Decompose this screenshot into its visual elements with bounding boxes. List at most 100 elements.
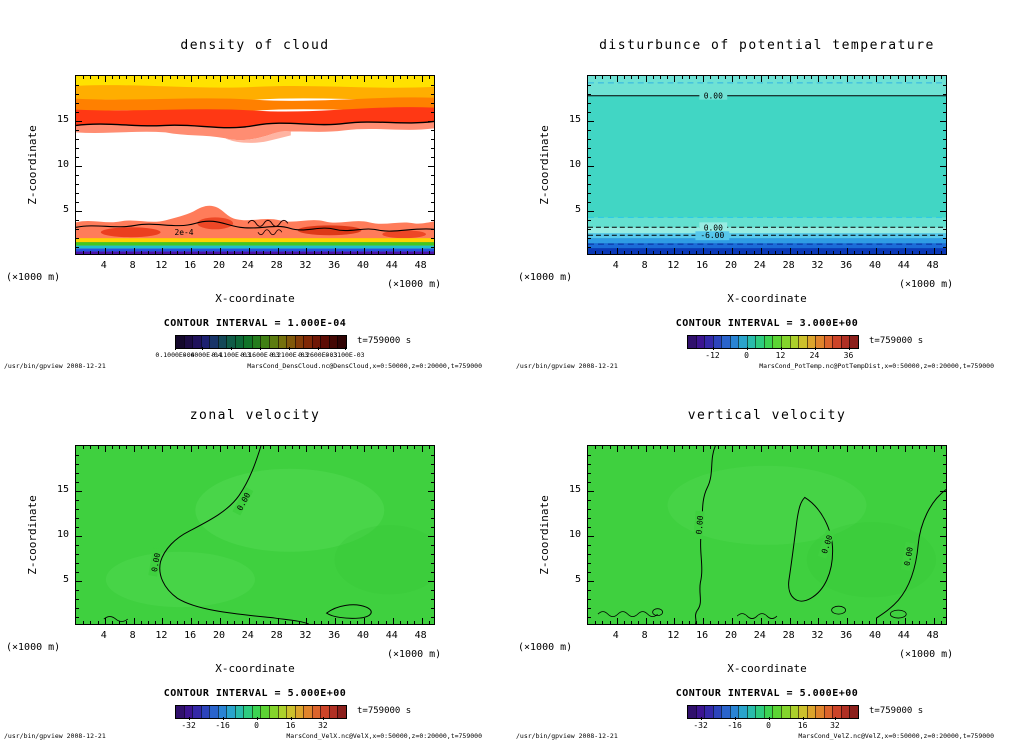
colorbar xyxy=(175,705,347,719)
tick-mark xyxy=(832,446,834,449)
tick-mark xyxy=(299,621,301,624)
tick-mark xyxy=(943,130,946,131)
colorbar-segment xyxy=(269,336,278,348)
colorbar-segment xyxy=(738,706,747,718)
tick-mark xyxy=(385,251,387,254)
tick-mark xyxy=(97,446,99,449)
contour-label-top: 0.00 xyxy=(704,92,723,101)
colorbar-tick xyxy=(802,717,804,720)
colorbar-tick-label: 0.1000E-04 xyxy=(155,351,195,359)
tick-mark xyxy=(234,446,236,449)
tick-mark xyxy=(832,76,834,79)
colorbar-segment xyxy=(849,336,858,348)
x-tick-label: 20 xyxy=(724,630,738,641)
tick-mark xyxy=(775,251,777,254)
y-axis-ticks: 5 10 15 xyxy=(45,75,69,255)
tick-mark xyxy=(431,527,434,528)
tick-mark xyxy=(588,211,594,212)
tick-mark xyxy=(263,251,265,254)
colorbar-tick-label: 16 xyxy=(797,721,808,730)
tick-mark xyxy=(431,617,434,618)
tick-mark xyxy=(76,85,79,86)
tick-mark xyxy=(746,621,748,624)
tick-mark xyxy=(631,251,633,254)
tick-mark xyxy=(133,248,135,254)
tick-mark xyxy=(943,94,946,95)
tick-mark xyxy=(595,621,597,624)
x-tick-label: 32 xyxy=(299,630,312,641)
plot-area: 2e-4 xyxy=(75,75,435,255)
tick-mark xyxy=(184,76,185,79)
colorbar-segment xyxy=(712,336,722,348)
tick-mark xyxy=(796,621,798,624)
tick-mark xyxy=(191,248,193,254)
colorbar-tick xyxy=(814,347,816,350)
tick-mark xyxy=(652,621,654,624)
tick-mark xyxy=(818,248,820,254)
tick-mark xyxy=(126,621,128,624)
tick-mark xyxy=(241,621,243,624)
axis-unit-right: (×1000 m) xyxy=(387,649,442,660)
tick-mark xyxy=(897,251,899,254)
y-tick-label: 15 xyxy=(568,484,581,495)
tick-mark xyxy=(270,76,272,79)
tick-mark xyxy=(825,621,827,624)
tick-mark xyxy=(431,500,434,501)
tick-mark xyxy=(76,247,79,248)
colorbar-segment xyxy=(243,336,252,348)
cloud-top-deck xyxy=(76,76,434,143)
tick-mark xyxy=(126,251,128,254)
colorbar-segment xyxy=(832,336,841,348)
tick-mark xyxy=(241,446,243,449)
tick-mark xyxy=(431,139,434,140)
tick-mark xyxy=(876,76,877,82)
tick-mark xyxy=(588,608,591,609)
tick-mark xyxy=(912,621,913,624)
pottemp-field-svg: 0.00 0.00 -6.00 xyxy=(588,76,946,254)
tick-mark xyxy=(83,251,85,254)
colorbar-tick xyxy=(188,717,190,720)
tick-mark xyxy=(184,251,185,254)
tick-mark xyxy=(789,446,791,452)
colorbar-labels: -32 -16 0 16 32 xyxy=(175,717,345,731)
tick-mark xyxy=(227,621,229,624)
tick-mark xyxy=(652,76,654,79)
tick-mark xyxy=(431,148,434,149)
surface-strata xyxy=(588,217,946,254)
tick-mark xyxy=(76,202,79,203)
colorbar-tick xyxy=(202,347,204,350)
colorbar-tick-label: 0.1600E-03 xyxy=(240,351,280,359)
tick-mark xyxy=(943,148,946,149)
colorbar-segment xyxy=(729,706,739,718)
tick-mark xyxy=(739,621,741,624)
tick-mark xyxy=(681,251,683,254)
tick-mark xyxy=(710,446,712,449)
y-tick-label: 15 xyxy=(568,114,581,125)
tick-mark xyxy=(234,76,236,79)
tick-mark xyxy=(241,76,243,79)
tick-mark xyxy=(602,76,604,79)
colorbar-segment xyxy=(781,706,790,718)
footer-command: /usr/bin/gpview 2008-12-21 xyxy=(516,732,618,740)
tick-mark xyxy=(588,166,594,167)
tick-mark xyxy=(227,76,229,79)
x-tick-label: 4 xyxy=(612,260,619,271)
tick-mark xyxy=(588,500,591,501)
tick-mark xyxy=(681,76,683,79)
contour-label-low: -6.00 xyxy=(700,231,724,240)
tick-mark xyxy=(313,251,315,254)
tick-mark xyxy=(588,482,591,483)
tick-mark xyxy=(588,130,591,131)
tick-mark xyxy=(624,251,625,254)
tick-mark xyxy=(212,446,214,449)
tick-mark xyxy=(198,251,200,254)
tick-mark xyxy=(588,536,594,537)
colorbar-segment xyxy=(217,336,227,348)
tick-mark xyxy=(940,621,942,624)
tick-mark xyxy=(660,251,661,254)
tick-mark xyxy=(868,621,870,624)
tick-mark xyxy=(602,446,604,449)
tick-mark xyxy=(428,536,434,537)
tick-mark xyxy=(421,618,423,624)
tick-mark xyxy=(176,621,178,624)
